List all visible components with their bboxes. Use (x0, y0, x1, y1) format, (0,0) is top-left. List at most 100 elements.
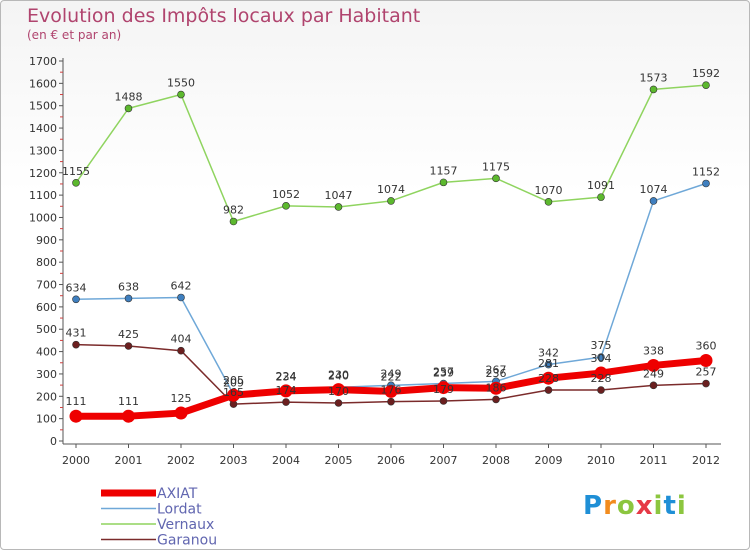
data-label-garanou: 249 (643, 367, 664, 380)
x-tick-label: 2012 (692, 454, 720, 467)
data-point-axiat (122, 409, 135, 423)
data-label-lordat: 642 (171, 279, 192, 292)
x-tick-label: 2003 (220, 454, 248, 467)
y-tick-label: 600 (36, 301, 57, 314)
data-label-vernaux: 1155 (62, 165, 90, 178)
y-tick-label: 1700 (29, 55, 57, 68)
data-label-vernaux: 1592 (692, 67, 720, 80)
data-label-lordat: 375 (591, 339, 612, 352)
data-label-lordat: 234 (276, 371, 297, 384)
logo-letter: P (583, 491, 604, 521)
y-tick-label: 1000 (29, 211, 57, 224)
data-point-lordat (544, 360, 553, 369)
data-label-axiat: 281 (538, 357, 559, 370)
data-label-lordat: 209 (223, 376, 244, 389)
data-point-axiat (69, 409, 83, 423)
x-tick-label: 2006 (377, 454, 405, 467)
data-point-garanou (282, 398, 290, 406)
data-point-vernaux (124, 104, 133, 113)
data-label-vernaux: 1175 (482, 160, 510, 173)
data-point-vernaux (492, 174, 500, 183)
data-point-garanou (387, 397, 395, 406)
data-point-lordat (597, 353, 605, 361)
data-point-axiat (227, 388, 240, 402)
data-label-garanou: 174 (276, 384, 297, 397)
data-label-vernaux: 1488 (115, 90, 143, 103)
data-label-axiat: 304 (591, 352, 612, 365)
data-label-garanou: 165 (223, 386, 244, 399)
logo-letter: i (653, 491, 664, 521)
data-label-vernaux: 1157 (430, 164, 458, 177)
y-tick-label: 1300 (29, 144, 57, 157)
y-tick-label: 1500 (29, 100, 57, 113)
x-tick-label: 2010 (587, 454, 615, 467)
y-tick-label: 1100 (29, 189, 57, 202)
data-label-vernaux: 1074 (377, 183, 405, 196)
data-label-vernaux: 1550 (167, 77, 195, 90)
x-tick-label: 2011 (640, 454, 668, 467)
x-tick-label: 2002 (167, 454, 195, 467)
data-point-lordat (177, 293, 185, 302)
data-point-garanou (177, 346, 185, 355)
proxiti-logo: Proxiti (583, 491, 687, 521)
data-label-vernaux: 1047 (325, 189, 353, 202)
data-label-garanou: 186 (486, 381, 507, 394)
y-tick-label: 1200 (29, 167, 57, 180)
logo-letter: r (603, 491, 617, 521)
data-point-vernaux (282, 202, 290, 210)
data-point-lordat (649, 197, 658, 205)
data-point-vernaux (72, 179, 80, 187)
y-tick-label: 1400 (29, 122, 57, 135)
data-point-vernaux (439, 178, 448, 187)
data-point-axiat (699, 354, 713, 368)
data-point-garanou (492, 395, 500, 404)
data-label-garanou: 228 (538, 372, 559, 385)
logo-letter: t (663, 491, 677, 521)
data-point-garanou (649, 381, 658, 390)
data-point-axiat (332, 383, 345, 397)
data-label-lordat: 1074 (640, 183, 668, 196)
data-label-axiat: 205 (223, 374, 244, 387)
data-point-axiat (594, 366, 608, 380)
y-tick-label: 900 (36, 234, 57, 247)
data-point-axiat (279, 384, 293, 398)
y-tick-label: 500 (36, 323, 57, 336)
data-label-garanou: 228 (591, 372, 612, 385)
data-point-axiat (174, 406, 188, 420)
x-tick-label: 2001 (115, 454, 143, 467)
data-point-axiat (437, 381, 450, 395)
data-point-garanou (544, 386, 553, 394)
data-label-lordat: 638 (118, 280, 139, 293)
data-point-vernaux (702, 81, 710, 89)
logo-letter: x (635, 491, 654, 521)
y-tick-label: 700 (36, 279, 57, 292)
data-label-lordat: 1152 (692, 165, 720, 178)
data-label-axiat: 360 (696, 340, 717, 353)
data-label-lordat: 249 (381, 367, 402, 380)
data-point-vernaux (334, 203, 343, 211)
y-tick-label: 400 (36, 346, 57, 359)
data-label-lordat: 634 (66, 281, 87, 294)
data-label-lordat: 342 (538, 347, 559, 360)
data-label-axiat: 338 (643, 344, 664, 357)
data-point-axiat (542, 371, 555, 385)
data-point-vernaux (544, 198, 553, 206)
legend-label-vernaux: Vernaux (157, 517, 214, 533)
data-label-axiat: 239 (433, 367, 454, 380)
data-label-axiat: 224 (276, 370, 297, 383)
legend-label-garanou: Garanou (157, 533, 217, 549)
legend-label-axiat: AXIAT (157, 486, 198, 502)
data-point-vernaux (177, 90, 185, 99)
logo-letter: o (616, 491, 636, 521)
data-point-garanou (702, 379, 710, 388)
x-tick-label: 2005 (325, 454, 353, 467)
data-point-axiat (384, 384, 398, 398)
data-point-axiat (647, 358, 660, 372)
data-label-garanou: 170 (328, 385, 349, 398)
data-label-vernaux: 1070 (535, 184, 563, 197)
data-point-lordat (72, 295, 80, 304)
data-point-vernaux (597, 193, 605, 201)
data-label-vernaux: 1091 (587, 179, 615, 192)
